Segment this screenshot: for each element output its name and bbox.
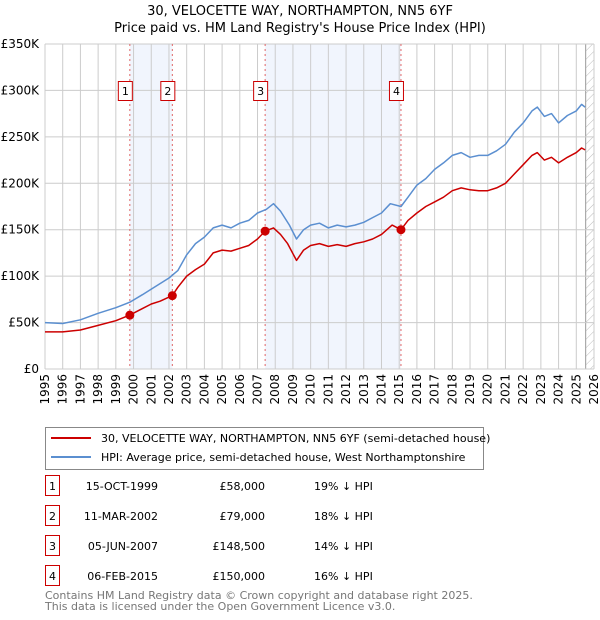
x-tick-label: 2022 bbox=[516, 374, 530, 405]
x-tick-label: 2023 bbox=[534, 374, 548, 405]
x-tick-label: 2019 bbox=[463, 374, 477, 405]
sale-point bbox=[125, 310, 135, 320]
forecast-hatch bbox=[585, 44, 594, 369]
sale-number-label: 1 bbox=[122, 85, 129, 98]
x-tick-label: 1996 bbox=[56, 374, 70, 405]
sale-number-box bbox=[45, 535, 60, 556]
x-tick-label: 1998 bbox=[91, 374, 105, 405]
x-tick-label: 1995 bbox=[38, 374, 52, 405]
sale-price: £148,500 bbox=[213, 540, 266, 553]
x-tick-label: 2008 bbox=[268, 374, 282, 405]
sale-number-box bbox=[45, 505, 60, 526]
footer-line-1: Contains HM Land Registry data © Crown c… bbox=[45, 589, 473, 602]
sale-number-label: 4 bbox=[393, 85, 400, 98]
y-tick-label: £0 bbox=[24, 362, 39, 376]
sale-number-box bbox=[388, 81, 404, 101]
sale-number-box bbox=[253, 81, 269, 101]
chart-title: 30, VELOCETTE WAY, NORTHAMPTON, NN5 6YF bbox=[147, 4, 453, 19]
x-tick-label: 2020 bbox=[481, 374, 495, 405]
x-tick-label: 2021 bbox=[498, 374, 512, 405]
x-tick-label: 2024 bbox=[552, 374, 566, 405]
sale-number-box bbox=[45, 565, 60, 586]
x-tick-label: 2007 bbox=[251, 374, 265, 405]
sale-number: 4 bbox=[49, 570, 56, 583]
x-tick-label: 2009 bbox=[286, 374, 300, 405]
y-tick-label: £200K bbox=[1, 176, 41, 190]
sale-number: 3 bbox=[49, 540, 56, 553]
sale-period-shade bbox=[265, 44, 401, 369]
legend-label-property: 30, VELOCETTE WAY, NORTHAMPTON, NN5 6YF … bbox=[101, 432, 490, 445]
chart-subtitle: Price paid vs. HM Land Registry's House … bbox=[114, 21, 486, 36]
x-tick-label: 2005 bbox=[215, 374, 229, 405]
x-tick-label: 2010 bbox=[304, 374, 318, 405]
sale-hpi-diff: 18% ↓ HPI bbox=[314, 510, 373, 523]
y-tick-label: £50K bbox=[8, 316, 40, 330]
sale-number-label: 2 bbox=[164, 85, 171, 98]
sale-hpi-diff: 19% ↓ HPI bbox=[314, 480, 373, 493]
x-tick-label: 2025 bbox=[569, 374, 583, 405]
sale-number: 2 bbox=[49, 510, 56, 523]
x-tick-label: 2006 bbox=[233, 374, 247, 405]
x-tick-label: 2018 bbox=[445, 374, 459, 405]
x-tick-label: 1999 bbox=[109, 374, 123, 405]
x-tick-label: 2013 bbox=[357, 374, 371, 405]
x-tick-label: 2026 bbox=[587, 374, 600, 405]
footer-line-2: This data is licensed under the Open Gov… bbox=[44, 600, 395, 613]
legend-label-hpi: HPI: Average price, semi-detached house,… bbox=[101, 451, 466, 464]
x-tick-label: 2011 bbox=[321, 374, 335, 405]
sale-point bbox=[396, 225, 406, 235]
property-price-line bbox=[45, 147, 586, 333]
x-tick-label: 2004 bbox=[197, 374, 211, 405]
x-tick-label: 2017 bbox=[428, 374, 442, 405]
x-tick-label: 2016 bbox=[410, 374, 424, 405]
legend: 30, VELOCETTE WAY, NORTHAMPTON, NN5 6YF … bbox=[45, 427, 490, 470]
x-tick-label: 2002 bbox=[162, 374, 176, 405]
y-tick-label: £250K bbox=[1, 130, 41, 144]
sale-point bbox=[260, 226, 270, 236]
sale-number: 1 bbox=[49, 480, 56, 493]
y-tick-label: £100K bbox=[1, 269, 41, 283]
sales-table: 1 15-OCT-1999 £58,000 19% ↓ HPI 2 11-MAR-2002… bbox=[45, 475, 373, 586]
sale-hpi-diff: 14% ↓ HPI bbox=[314, 540, 373, 553]
x-tick-label: 2003 bbox=[180, 374, 194, 405]
x-tick-label: 2012 bbox=[339, 374, 353, 405]
sale-number-box bbox=[45, 475, 60, 496]
x-tick-label: 2014 bbox=[374, 374, 388, 405]
sale-number-box bbox=[117, 81, 133, 101]
x-tick-label: 2000 bbox=[127, 374, 141, 405]
sale-date: 15-OCT-1999 bbox=[86, 480, 158, 493]
y-tick-label: £150K bbox=[1, 223, 41, 237]
sale-point bbox=[167, 291, 177, 301]
sale-date: 05-JUN-2007 bbox=[88, 540, 158, 553]
sale-date: 06-FEB-2015 bbox=[87, 570, 158, 583]
sale-price: £58,000 bbox=[220, 480, 266, 493]
y-tick-label: £350K bbox=[1, 37, 41, 51]
sale-number-label: 3 bbox=[257, 85, 264, 98]
y-tick-label: £300K bbox=[1, 83, 41, 97]
sale-hpi-diff: 16% ↓ HPI bbox=[314, 570, 373, 583]
sale-price: £150,000 bbox=[213, 570, 266, 583]
x-tick-label: 2001 bbox=[144, 374, 158, 405]
sale-number-box bbox=[160, 81, 176, 101]
hpi-line bbox=[44, 103, 586, 325]
x-tick-label: 2015 bbox=[392, 374, 406, 405]
sale-price: £79,000 bbox=[220, 510, 266, 523]
x-tick-label: 1997 bbox=[73, 374, 87, 405]
sale-date: 11-MAR-2002 bbox=[84, 510, 158, 523]
